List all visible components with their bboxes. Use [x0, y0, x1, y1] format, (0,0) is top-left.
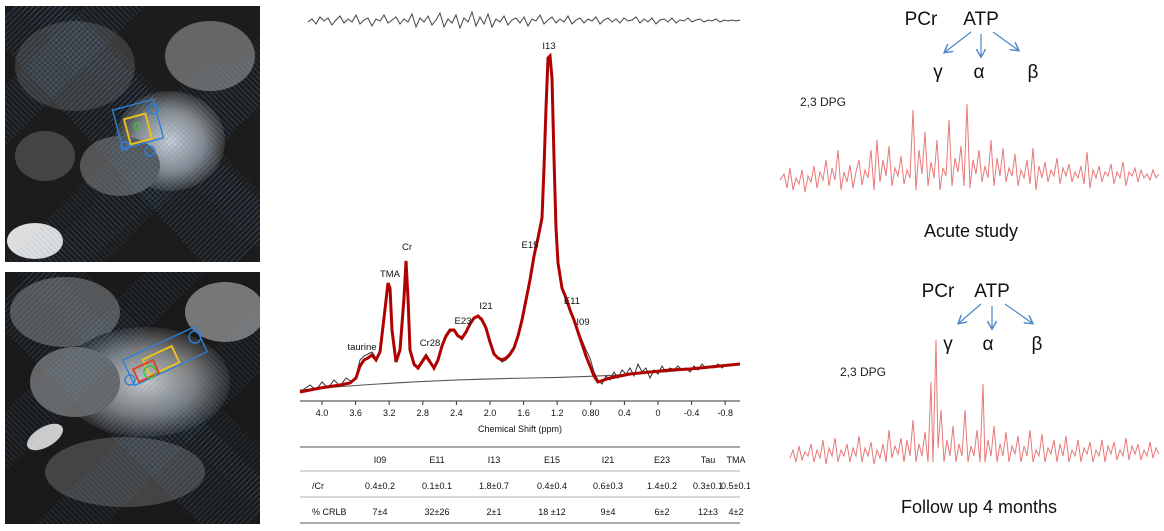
x-tick-label: 0.4	[618, 408, 631, 418]
table-cell: 0.6±0.3	[593, 481, 623, 491]
mrs-svg: taurine TMA Cr Cr28 E23 I21 E15 I13 E11 …	[299, 10, 751, 524]
voxel-markers	[111, 98, 165, 157]
table-row-label: % CRLB	[312, 507, 347, 517]
mri-image-top	[5, 6, 260, 262]
table-cell: 0.4±0.2	[365, 481, 395, 491]
table-header-cell: I21	[602, 455, 615, 465]
table-cell: 0.1±0.1	[422, 481, 452, 491]
table-cell: 6±2	[655, 507, 670, 517]
peak-label-e11: E11	[564, 296, 580, 307]
table-cell: 4±2	[729, 507, 744, 517]
followup-alpha-label: α	[983, 334, 994, 355]
acute-pcr-label: PCr	[905, 9, 938, 30]
acute-arrow-gamma	[945, 31, 972, 52]
table-header-cell: E23	[654, 455, 670, 465]
peak-label-cr: Cr	[402, 242, 412, 253]
x-tick-label: 2.0	[484, 408, 497, 418]
x-tick-label: -0.8	[717, 408, 733, 418]
table-cell: 12±3	[698, 507, 718, 517]
peak-label-i13: I13	[542, 41, 555, 52]
x-tick-label: 3.6	[349, 408, 362, 418]
x-tick-label: 4.0	[316, 408, 329, 418]
followup-caption: Follow up 4 months	[901, 497, 1057, 517]
followup-pcr-label: PCr	[922, 281, 955, 302]
x-tick-label: 1.2	[551, 408, 564, 418]
table-cell: 32±26	[425, 507, 450, 517]
peak-label-tma: TMA	[380, 269, 401, 280]
x-tick-label: 2.8	[417, 408, 430, 418]
table-header-cell: I09	[374, 455, 387, 465]
mrs-panel: taurine TMA Cr Cr28 E23 I21 E15 I13 E11 …	[290, 0, 751, 526]
x-tick-label: 0.80	[582, 408, 600, 418]
followup-dpg-label: 2,3 DPG	[840, 365, 886, 379]
x-tick-label: 3.2	[383, 408, 396, 418]
table-cell: 2±1	[487, 507, 502, 517]
followup-arrow-gamma	[959, 303, 982, 323]
table-cell: 9±4	[601, 507, 616, 517]
acute-dpg-label: 2,3 DPG	[800, 95, 846, 109]
table-cell: 0.3±0.1	[693, 481, 723, 491]
x-axis-title: Chemical Shift (ppm)	[478, 424, 562, 434]
peak-label-cr28: Cr28	[420, 338, 441, 349]
table-row-label: /Cr	[312, 481, 324, 491]
table-cell: 0.4±0.4	[537, 481, 567, 491]
metabolite-table: I09 E11 I13 E15 I21 E23 Tau TMA/Cr 0.4±0.2 0.1±0.…	[300, 446, 751, 524]
x-axis-ticks: 4.0 3.6 3.2 2.8 2.4 2.0 1.6 1.2 0.80 0.4 0 -0.4 -0.8	[316, 401, 733, 418]
acute-beta-label: β	[1028, 62, 1039, 83]
followup-spectrum-trace	[789, 339, 1160, 465]
followup-atp-label: ATP	[974, 281, 1010, 302]
table-header-cell: TMA	[727, 455, 746, 465]
table-cell: 18 ±12	[538, 507, 565, 517]
x-tick-label: 1.6	[517, 408, 530, 418]
x-tick-label: -0.4	[684, 408, 700, 418]
table-cell: 0.5±0.1	[721, 481, 750, 491]
acute-spectrum-group: PCr ATP γ α β 2,3 DPG Acute study	[779, 9, 1160, 241]
table-header-cell: E11	[429, 455, 444, 465]
followup-spectrum-group: PCr ATP γ α β 2,3 DPG Follow up 4 months	[789, 281, 1160, 517]
acute-gamma-label: γ	[933, 62, 943, 83]
followup-gamma-label: γ	[943, 334, 953, 355]
x-tick-label: 2.4	[450, 408, 463, 418]
mri-image-bottom	[5, 272, 260, 524]
fit-trace	[299, 52, 741, 394]
peak-label-e15: E15	[522, 240, 539, 251]
mri-bottom-svg	[5, 272, 260, 524]
acute-alpha-label: α	[974, 62, 985, 83]
followup-beta-label: β	[1032, 334, 1043, 355]
peak-label-i21: I21	[479, 301, 492, 312]
acute-arrow-beta	[992, 31, 1018, 50]
table-header-cell: Tau	[701, 455, 716, 465]
table-header-cell: I13	[488, 455, 501, 465]
followup-arrow-beta	[1004, 303, 1032, 323]
acute-atp-label: ATP	[963, 9, 999, 30]
p31-panel: PCr ATP γ α β 2,3 DPG Acute study PCr AT…	[775, 0, 1164, 526]
acute-spectrum-trace	[779, 103, 1160, 193]
table-header-cell: E15	[544, 455, 560, 465]
peak-label-taurine: taurine	[347, 342, 376, 353]
table-cell: 1.4±0.2	[647, 481, 677, 491]
acute-caption: Acute study	[924, 221, 1018, 241]
peak-label-e23: E23	[455, 316, 472, 327]
table-cell: 7±4	[373, 507, 388, 517]
baseline-curve	[299, 363, 741, 391]
table-cell: 1.8±0.7	[479, 481, 509, 491]
voxel-markers	[121, 325, 209, 387]
p31-svg: PCr ATP γ α β 2,3 DPG Acute study PCr AT…	[779, 9, 1160, 517]
x-tick-label: 0	[655, 408, 660, 418]
residual-trace	[307, 10, 741, 30]
peak-label-i09: I09	[576, 317, 589, 328]
mri-top-svg	[5, 6, 260, 262]
